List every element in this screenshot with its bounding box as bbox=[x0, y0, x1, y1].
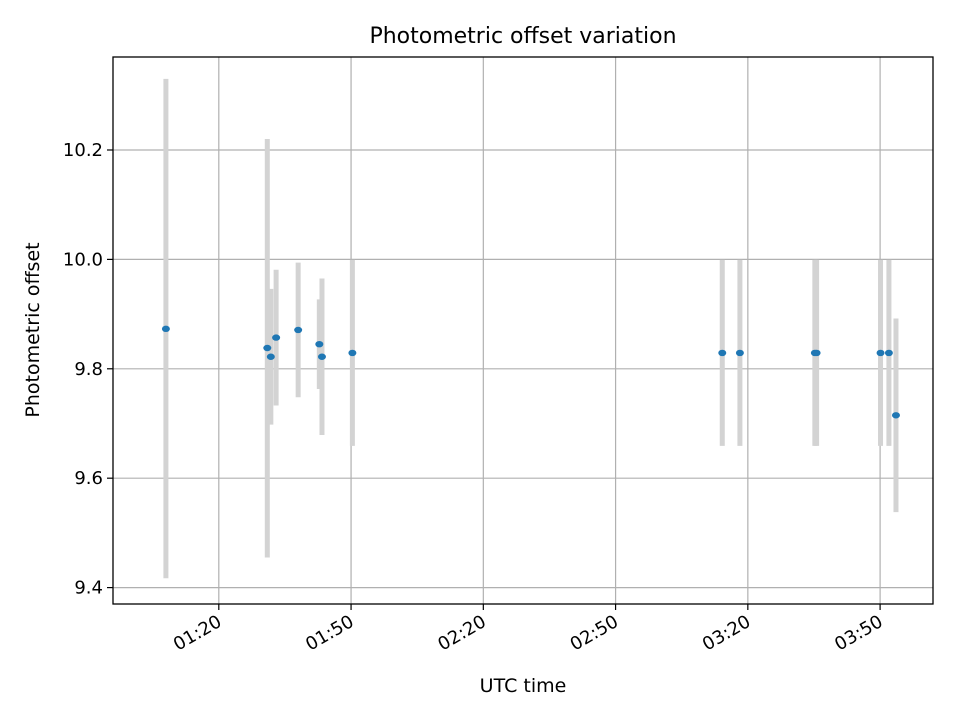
data-points bbox=[161, 325, 900, 419]
data-point bbox=[294, 326, 303, 334]
data-point bbox=[876, 349, 885, 357]
plot-frame bbox=[112, 56, 934, 605]
data-point bbox=[348, 349, 357, 357]
y-tick-label: 9.4 bbox=[74, 578, 103, 599]
y-tick-label: 10.2 bbox=[63, 140, 103, 161]
data-point bbox=[884, 349, 893, 357]
y-tick-label: 9.8 bbox=[74, 359, 103, 380]
y-tick-label: 9.6 bbox=[74, 468, 103, 489]
data-point bbox=[317, 353, 326, 360]
data-point bbox=[161, 325, 170, 333]
y-tick-label: 10.0 bbox=[63, 249, 103, 270]
data-point bbox=[718, 349, 727, 357]
chart-title: Photometric offset variation bbox=[369, 24, 676, 49]
data-point bbox=[735, 349, 744, 357]
data-point bbox=[812, 349, 821, 357]
data-point bbox=[263, 344, 272, 352]
y-axis-label: Photometric offset bbox=[22, 242, 44, 417]
data-point bbox=[315, 340, 324, 348]
x-axis-label: UTC time bbox=[480, 675, 567, 697]
data-point bbox=[272, 334, 281, 341]
data-point bbox=[266, 353, 275, 360]
data-point bbox=[891, 412, 900, 419]
